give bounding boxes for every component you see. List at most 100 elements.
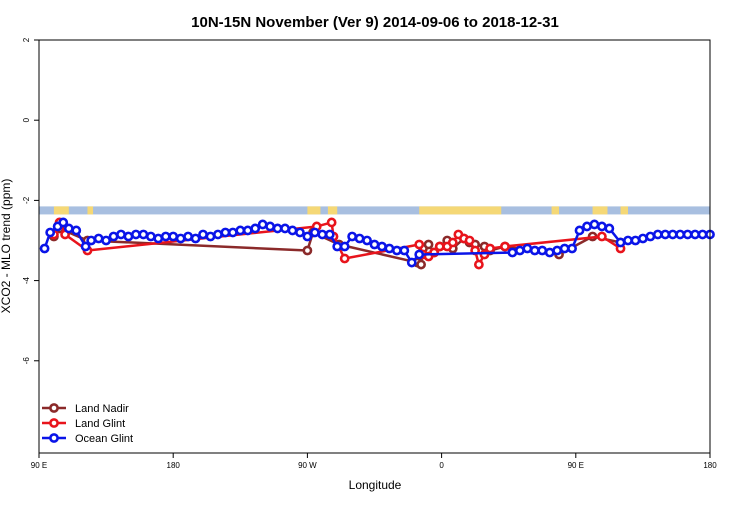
ocean-glint-point: [567, 243, 577, 254]
ocean-glint-point: [384, 243, 395, 254]
ocean-glint-point: [131, 229, 141, 240]
ocean-glint-point: [623, 235, 633, 246]
ocean-glint-point: [86, 235, 97, 246]
ocean-glint-point: [369, 239, 380, 250]
ocean-glint-point: [324, 229, 335, 240]
ocean-glint-point: [638, 233, 648, 244]
ocean-glint-point: [309, 227, 320, 238]
ocean-glint-point: [58, 217, 69, 228]
map-strip-land-1: [87, 206, 94, 215]
ocean-glint-point: [652, 229, 663, 240]
map-strip-land-4: [419, 206, 502, 215]
map-strip-land-2: [307, 206, 321, 215]
ocean-glint-point: [227, 227, 238, 238]
ocean-glint-point: [190, 233, 201, 244]
legend-marker-land-nadir: [49, 403, 59, 413]
legend-marker-land-glint: [49, 418, 59, 428]
y-tick-label-1: 0: [22, 117, 31, 122]
x-tick-label-5: 180: [703, 461, 717, 470]
map-strip: [39, 206, 710, 215]
land-nadir-segment: [338, 243, 418, 264]
ocean-glint-point: [596, 221, 607, 232]
x-tick-label-2: 90 W: [298, 461, 317, 470]
ocean-glint-point: [574, 225, 585, 236]
land-glint-point: [464, 235, 475, 246]
land-nadir-point: [302, 245, 313, 256]
ocean-glint-point: [280, 223, 290, 234]
land-glint-point: [414, 239, 425, 250]
ocean-glint-point: [295, 227, 305, 238]
ocean-glint-point: [507, 247, 518, 258]
land-glint-point: [500, 241, 510, 252]
ocean-glint-point: [354, 233, 365, 244]
ocean-glint-point: [160, 231, 171, 242]
ocean-glint-point: [544, 247, 555, 258]
x-axis: 90 E 180 90 W 0 90 E 180: [31, 453, 717, 470]
y-tick-label-3: -4: [22, 276, 31, 284]
ocean-glint-point: [552, 245, 563, 256]
map-strip-ocean: [39, 206, 710, 215]
y-axis-label: XCO2 - MLO trend (ppm): [0, 179, 13, 314]
series-ocean-glint: [39, 217, 715, 268]
ocean-glint-point: [399, 245, 410, 256]
ocean-glint-point: [257, 219, 268, 230]
legend-label-ocean-glint: Ocean Glint: [75, 433, 133, 445]
plot-frame: [38, 39, 711, 454]
ocean-glint-point: [682, 229, 693, 240]
y-tick-label-2: -2: [22, 196, 31, 204]
ocean-glint-point: [377, 241, 387, 252]
legend-item-land-nadir: Land Nadir: [42, 403, 129, 415]
ocean-glint-point: [347, 231, 358, 242]
map-strip-land-7: [620, 206, 628, 215]
ocean-glint-point: [93, 233, 104, 244]
ocean-glint-point: [630, 235, 641, 246]
land-glint-point: [434, 241, 445, 252]
land-nadir-segment: [87, 239, 308, 252]
x-axis-label: Longitude: [349, 478, 402, 492]
ocean-glint-point: [287, 225, 298, 236]
ocean-glint-point: [339, 241, 350, 252]
legend-label-land-glint: Land Glint: [75, 418, 125, 430]
ocean-glint-point: [675, 229, 686, 240]
series-layer: [39, 217, 715, 270]
ocean-glint-point: [39, 243, 50, 254]
ocean-glint-point: [220, 227, 231, 238]
land-glint-segment: [504, 235, 603, 248]
land-glint-point: [447, 237, 458, 248]
ocean-glint-segment: [419, 251, 513, 256]
ocean-glint-point: [690, 229, 700, 240]
ocean-glint-point: [414, 249, 425, 260]
ocean-glint-point: [302, 231, 313, 242]
ocean-glint-point: [615, 237, 626, 248]
ocean-glint-point: [645, 231, 656, 242]
land-glint-point: [326, 217, 337, 228]
ocean-glint-point: [272, 223, 283, 234]
ocean-glint-point: [198, 229, 208, 240]
map-strip-land-0: [53, 206, 69, 215]
chart-title: 10N-15N November (Ver 9) 2014-09-06 to 2…: [191, 14, 559, 31]
ocean-glint-point: [213, 229, 223, 240]
map-strip-land-6: [592, 206, 608, 215]
map-strip-land-3: [327, 206, 338, 215]
ocean-glint-point: [582, 221, 592, 232]
ocean-glint-point: [168, 231, 179, 242]
ocean-glint-point: [604, 223, 615, 234]
legend-label-land-nadir: Land Nadir: [75, 403, 129, 415]
land-glint-point: [473, 259, 484, 270]
land-glint-point: [596, 231, 607, 242]
ocean-glint-point: [45, 227, 56, 238]
ocean-glint-point: [391, 245, 402, 256]
x-tick-label-0: 90 E: [31, 461, 47, 470]
ocean-glint-point: [116, 229, 126, 240]
ocean-glint-point: [537, 245, 548, 256]
ocean-glint-point: [250, 223, 261, 234]
ocean-glint-point: [697, 229, 708, 240]
ocean-glint-point: [406, 257, 417, 268]
ocean-glint-point: [317, 229, 328, 240]
ocean-glint-point: [108, 231, 119, 242]
ocean-glint-point: [265, 221, 276, 232]
ocean-glint-point: [529, 245, 540, 256]
ocean-glint-point: [145, 231, 156, 242]
